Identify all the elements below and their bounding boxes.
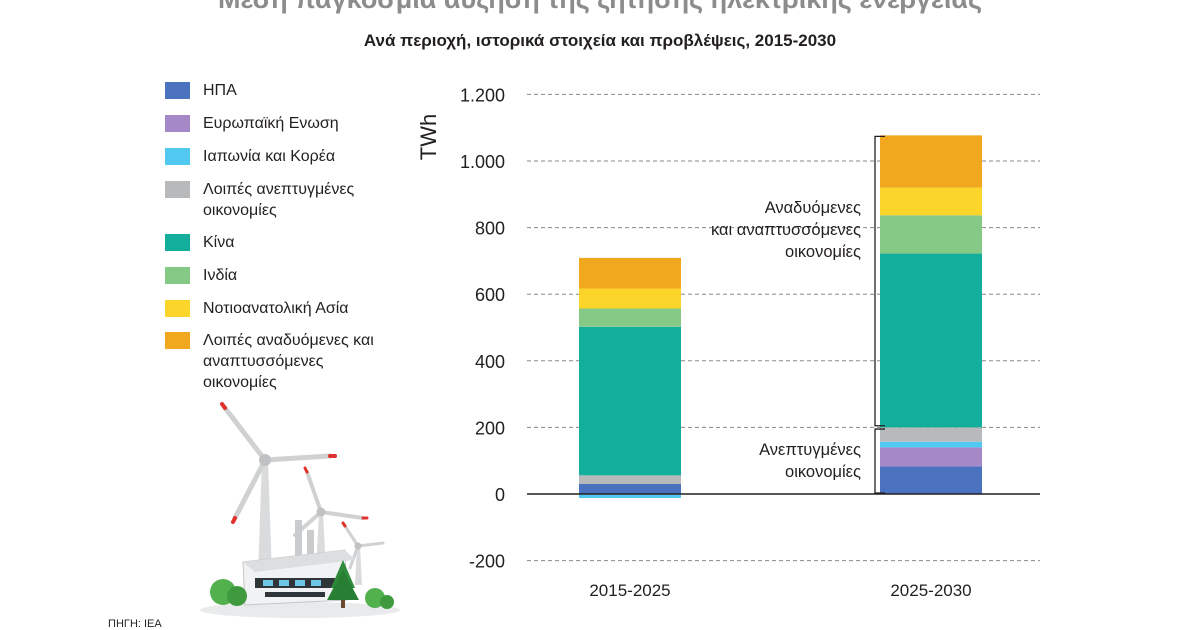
- y-tick-label: 1.200: [460, 85, 505, 105]
- bar-segment: [880, 135, 982, 188]
- legend-item-other-emerging: Λοιπές αναδυόμενες και αναπτυσσόμενες οι…: [165, 330, 393, 393]
- y-axis-label: TWh: [416, 114, 441, 160]
- legend-label-india: Ινδία: [203, 267, 238, 284]
- wind-turbine-small: [341, 521, 385, 585]
- legend-label-japan-korea: Ιαπωνία και Κορέα: [203, 148, 336, 165]
- y-tick-label: 400: [475, 352, 505, 372]
- bar-segment: [880, 187, 982, 216]
- legend-item-india: Ινδία: [165, 265, 393, 286]
- legend-label-southeast-asia: Νοτιοανατολική Ασία: [203, 300, 349, 317]
- legend-label-other-emerging: Λοιπές αναδυόμενες και αναπτυσσόμενες οι…: [203, 332, 374, 391]
- legend-label-usa: ΗΠΑ: [203, 82, 237, 99]
- bar-segment: [880, 215, 982, 254]
- legend-label-china: Κίνα: [203, 234, 235, 251]
- y-tick-label: 200: [475, 418, 505, 438]
- legend-item-japan-korea: Ιαπωνία και Κορέα: [165, 146, 393, 167]
- bar-segment: [579, 308, 681, 327]
- x-tick-label: 2015-2025: [589, 581, 670, 600]
- legend-swatch-china: [165, 234, 190, 251]
- legend-swatch-other-emerging: [165, 332, 190, 349]
- legend-item-usa: ΗΠΑ: [165, 80, 393, 101]
- y-tick-label: -200: [469, 552, 505, 572]
- legend-item-other-advanced: Λοιπές ανεπτυγμένες οικονομίες: [165, 179, 393, 221]
- x-tick-label: 2025-2030: [890, 581, 971, 600]
- y-tick-label: 600: [475, 285, 505, 305]
- source-note: ΠΗΓΗ: IEA: [108, 618, 162, 630]
- y-tick-label: 1.000: [460, 152, 505, 172]
- bar-segment: [880, 441, 982, 448]
- y-tick-label: 800: [475, 219, 505, 239]
- chart-title: Μέση παγκόσμια αύξηση της ζήτησης ηλεκτρ…: [0, 0, 1200, 15]
- legend-swatch-usa: [165, 82, 190, 99]
- bar-segment: [579, 475, 681, 485]
- trees: [210, 560, 394, 609]
- bar-segment: [579, 288, 681, 309]
- ground-shadow: [200, 602, 400, 618]
- bar-segment: [579, 494, 681, 498]
- legend-swatch-japan-korea: [165, 148, 190, 165]
- wind-turbine-illustration: [200, 402, 400, 618]
- bracket-emerging: [874, 135, 885, 427]
- bar-segment: [579, 257, 681, 289]
- legend-swatch-southeast-asia: [165, 300, 190, 317]
- annotation-emerging: Αναδυόμενες και αναπτυσσόμενες οικονομίες: [711, 199, 861, 261]
- legend-swatch-india: [165, 267, 190, 284]
- bar-segment: [880, 253, 982, 428]
- chart-subtitle: Ανά περιοχή, ιστορικά στοιχεία και προβλ…: [363, 31, 837, 50]
- legend-label-eu: Ευρωπαϊκή Ενωση: [203, 115, 339, 132]
- bar-segment: [880, 447, 982, 467]
- bar-segment: [579, 484, 681, 494]
- legend-swatch-other-advanced: [165, 181, 190, 198]
- annotation-advanced: Ανεπτυγμένες οικονομίες: [759, 441, 861, 481]
- bar-segment: [880, 427, 982, 442]
- legend-item-eu: Ευρωπαϊκή Ενωση: [165, 113, 393, 134]
- bar-segment: [880, 466, 982, 494]
- bar-segment: [579, 326, 681, 476]
- wind-turbine-large: [220, 402, 337, 575]
- legend-item-china: Κίνα: [165, 232, 393, 253]
- legend-swatch-eu: [165, 115, 190, 132]
- legend-item-southeast-asia: Νοτιοανατολική Ασία: [165, 298, 393, 319]
- y-tick-label: 0: [495, 485, 505, 505]
- power-station-building: [242, 520, 355, 606]
- legend-label-other-advanced: Λοιπές ανεπτυγμένες οικονομίες: [203, 181, 355, 219]
- bracket-advanced: [874, 428, 885, 494]
